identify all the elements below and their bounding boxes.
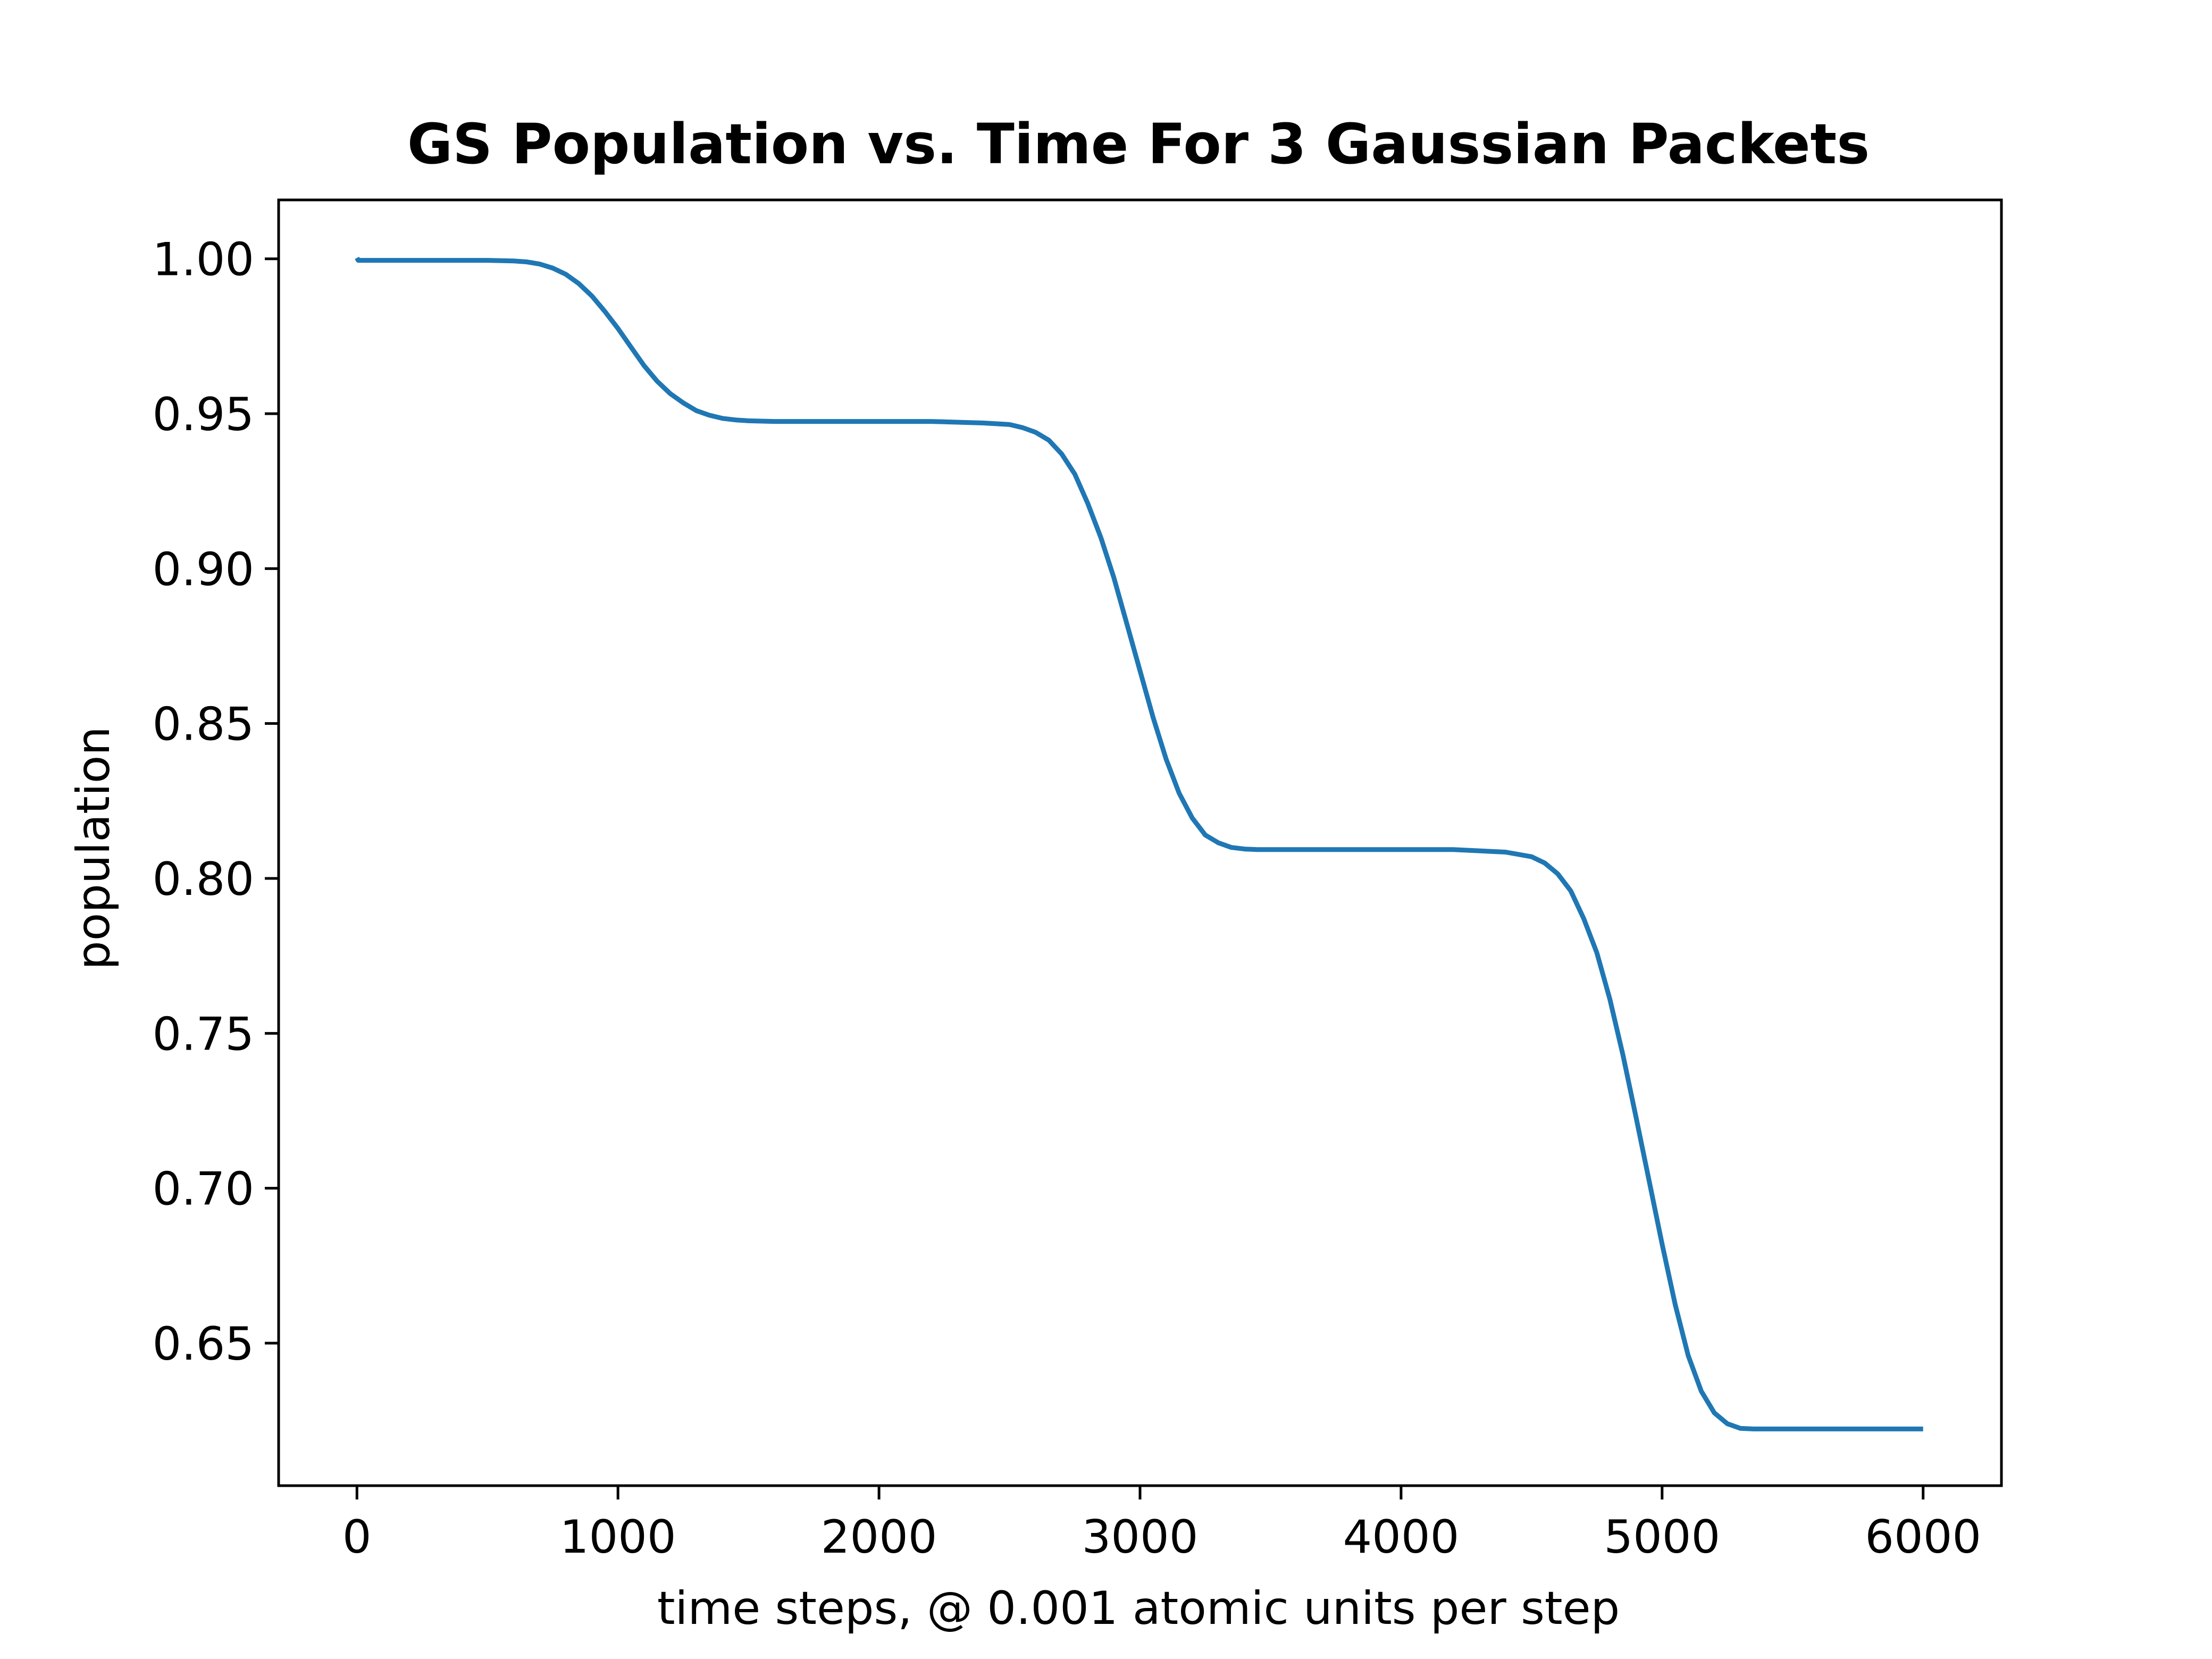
series-line — [355, 256, 1923, 1431]
y-tick-label: 0.95 — [153, 388, 254, 441]
y-axis-label: population — [67, 726, 120, 970]
y-tick-label: 0.80 — [153, 853, 254, 906]
plot-frame — [277, 198, 2003, 1487]
y-axis: 0.65 0.70 0.75 0.80 0.85 0.90 0.95 1.00 — [153, 233, 279, 1371]
x-tick-label: 5000 — [1604, 1511, 1720, 1564]
x-tick-label: 2000 — [821, 1511, 937, 1564]
y-tick-label: 0.85 — [153, 698, 254, 751]
y-tick-label: 0.75 — [153, 1008, 254, 1061]
x-tick-label: 1000 — [560, 1511, 676, 1564]
x-tick-label: 0 — [342, 1511, 372, 1564]
y-tick-label: 1.00 — [153, 233, 254, 287]
x-axis-label: time steps, @ 0.001 atomic units per ste… — [657, 1582, 1620, 1635]
y-tick-label: 0.65 — [153, 1318, 254, 1371]
y-tick-label: 0.70 — [153, 1163, 254, 1216]
x-tick-label: 4000 — [1343, 1511, 1459, 1564]
chart-title: GS Population vs. Time For 3 Gaussian Pa… — [407, 112, 1870, 177]
y-tick-label: 0.90 — [153, 543, 254, 596]
x-tick-label: 6000 — [1865, 1511, 1981, 1564]
x-axis: 0 1000 2000 3000 4000 5000 6000 — [342, 1486, 1981, 1564]
x-tick-label: 3000 — [1082, 1511, 1199, 1564]
